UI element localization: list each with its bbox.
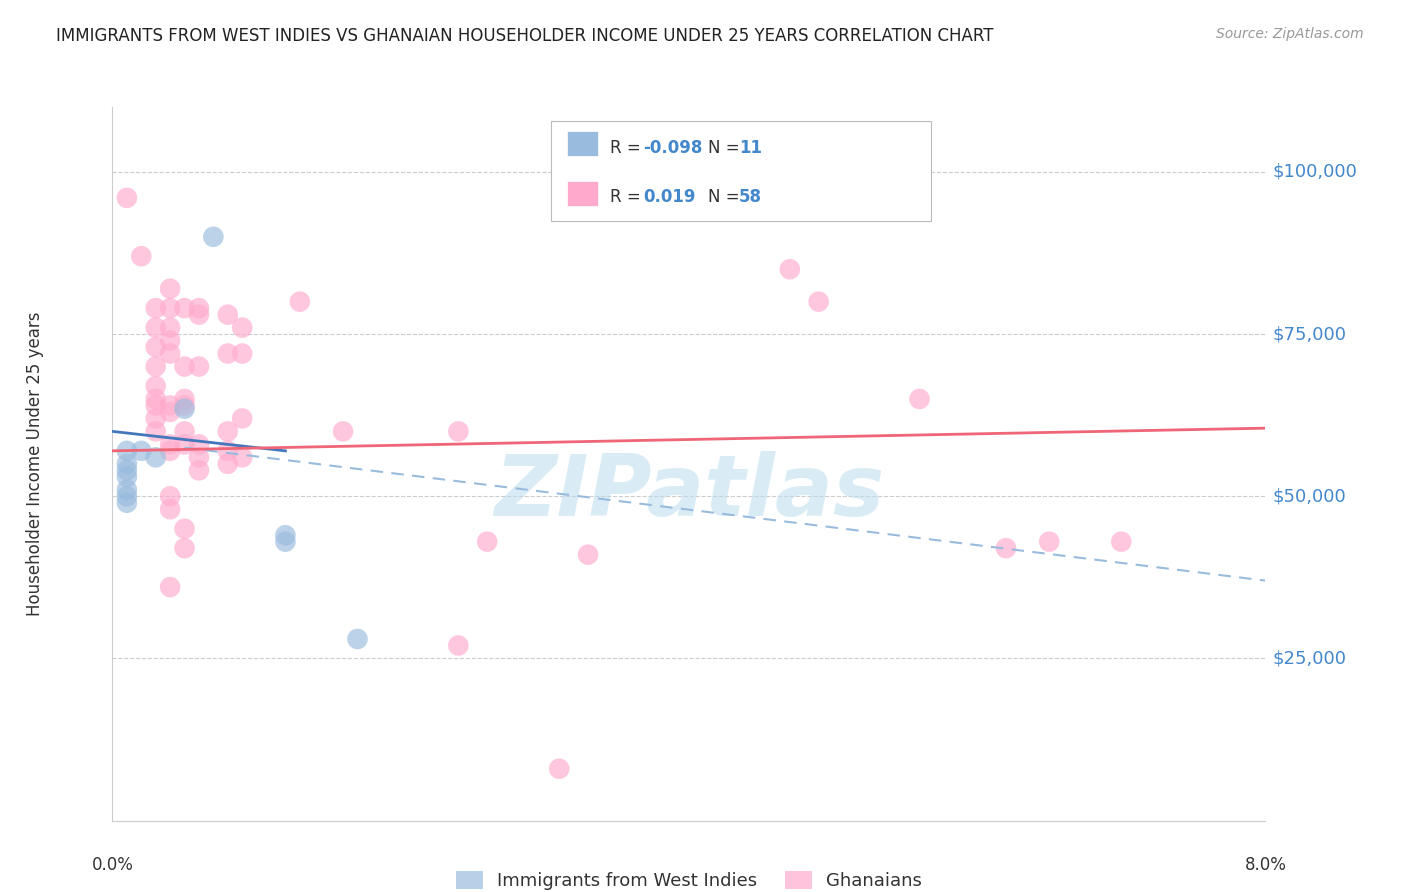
Point [159,346,181,360]
Point [159,502,181,516]
Text: -0.098: -0.098 [644,138,703,156]
Point [159,580,181,594]
Text: R =: R = [610,188,645,206]
Point [173,392,195,406]
Point [173,425,195,439]
Point [908,392,931,406]
Point [115,463,138,477]
Point [145,320,167,334]
Point [188,301,211,315]
Point [145,392,167,406]
Point [145,450,167,465]
Point [159,282,181,296]
Point [231,346,253,360]
Point [188,359,211,374]
Point [145,379,167,393]
Point [217,457,239,471]
Point [447,639,470,653]
Point [159,301,181,315]
Text: N =: N = [709,138,745,156]
Point [188,437,211,451]
Point [115,496,138,510]
Point [145,411,167,425]
Point [115,483,138,497]
Point [1111,534,1133,549]
Point [173,399,195,413]
Point [173,359,195,374]
Point [159,443,181,458]
Point [173,301,195,315]
Point [188,463,211,477]
Point [159,320,181,334]
Legend: Immigrants from West Indies, Ghanaians: Immigrants from West Indies, Ghanaians [449,863,929,892]
Point [173,401,195,416]
Text: Source: ZipAtlas.com: Source: ZipAtlas.com [1216,27,1364,41]
Point [188,308,211,322]
Text: 11: 11 [740,138,762,156]
Point [202,229,225,244]
Text: N =: N = [709,188,745,206]
Point [188,450,211,465]
Text: Householder Income Under 25 years: Householder Income Under 25 years [27,311,44,616]
Point [173,541,195,556]
Point [231,411,253,425]
Point [159,405,181,419]
Point [231,320,253,334]
Point [115,191,138,205]
Point [115,489,138,503]
Point [217,425,239,439]
Point [288,294,311,309]
Point [145,399,167,413]
Point [1038,534,1060,549]
Point [779,262,801,277]
Point [115,457,138,471]
Point [576,548,599,562]
Point [217,308,239,322]
Point [274,534,297,549]
Point [447,425,470,439]
Point [217,346,239,360]
Point [115,470,138,484]
Text: ZIPatlas: ZIPatlas [494,450,884,534]
Point [159,334,181,348]
Text: 0.0%: 0.0% [91,856,134,874]
Text: IMMIGRANTS FROM WEST INDIES VS GHANAIAN HOUSEHOLDER INCOME UNDER 25 YEARS CORREL: IMMIGRANTS FROM WEST INDIES VS GHANAIAN … [56,27,994,45]
Point [995,541,1018,556]
Point [475,534,498,549]
Point [145,425,167,439]
Text: $100,000: $100,000 [1272,163,1357,181]
Point [145,301,167,315]
Point [145,340,167,354]
Point [115,443,138,458]
Point [548,762,571,776]
Text: $25,000: $25,000 [1272,649,1347,667]
Point [274,528,297,542]
Point [807,294,830,309]
Text: $75,000: $75,000 [1272,325,1347,343]
Point [159,489,181,503]
Point [231,450,253,465]
Text: 58: 58 [740,188,762,206]
Text: 8.0%: 8.0% [1244,856,1286,874]
Text: 0.019: 0.019 [644,188,696,206]
Point [129,249,153,263]
Text: R =: R = [610,138,645,156]
Point [145,359,167,374]
Point [217,443,239,458]
Point [332,425,354,439]
Point [346,632,368,646]
Text: $50,000: $50,000 [1272,487,1346,505]
Point [159,437,181,451]
Point [129,443,153,458]
Point [173,437,195,451]
Point [173,522,195,536]
Point [159,399,181,413]
